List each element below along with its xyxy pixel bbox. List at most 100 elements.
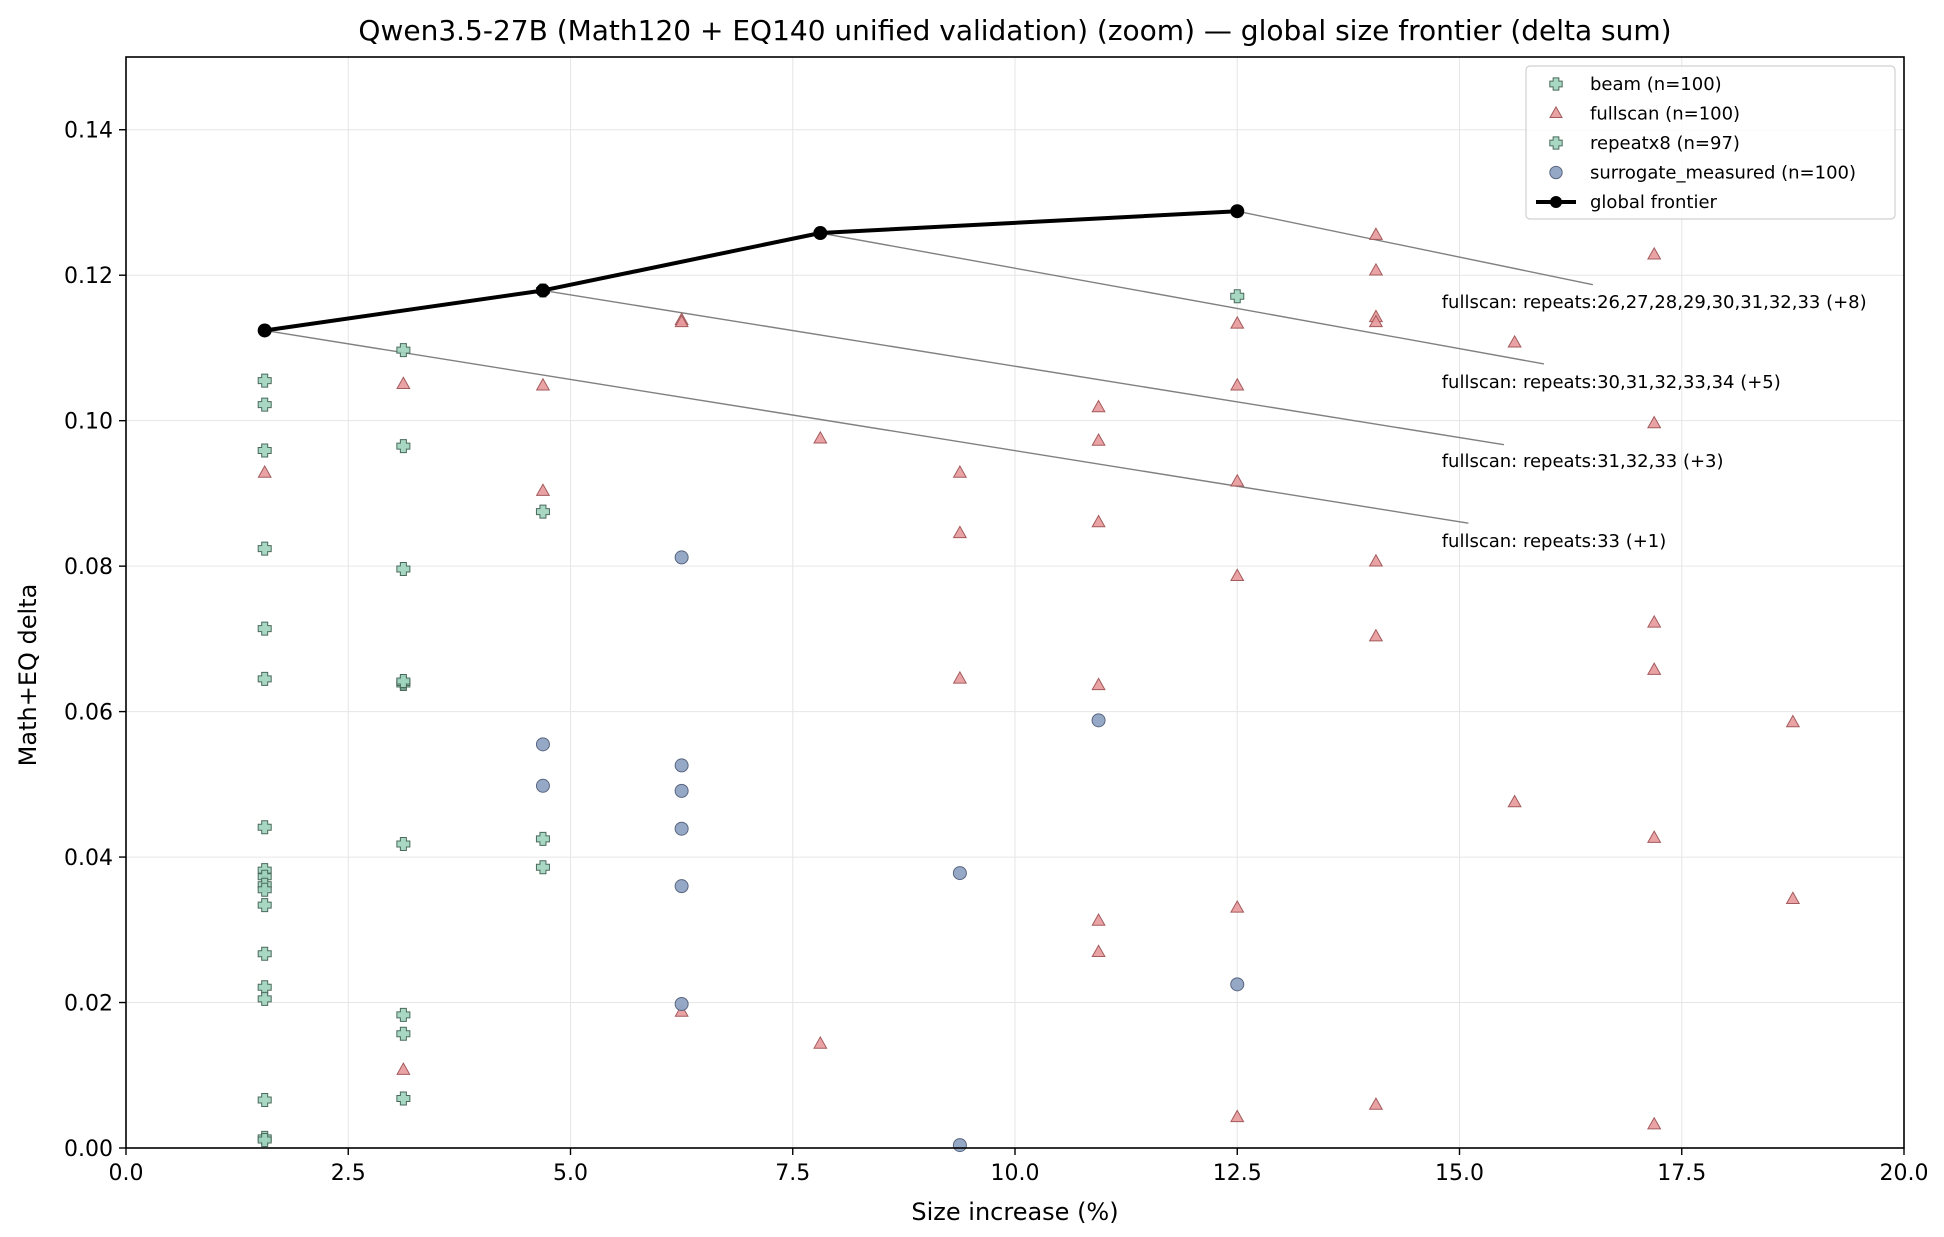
point-s3-7 (674, 996, 689, 1011)
point-s1-41 (1785, 891, 1801, 904)
annotation-line-0 (1237, 210, 1593, 286)
point-s1-40 (1785, 714, 1801, 728)
point-s1-10 (952, 465, 968, 478)
point-s1-32 (1507, 334, 1522, 348)
point-s2-21 (396, 674, 411, 689)
legend-label-1: fullscan (n=100) (1590, 104, 1740, 125)
legend-marker-swatch (1549, 136, 1563, 150)
point-s1-34 (1647, 246, 1662, 260)
point-s2-11 (257, 1093, 272, 1107)
y-tick-label-2: 0.04 (64, 846, 113, 871)
point-s2-24 (535, 831, 550, 846)
point-s1-9 (813, 1035, 828, 1049)
point-s1-3 (535, 377, 551, 391)
legend-entry-1: fullscan (n=100) (1549, 104, 1740, 125)
point-s3-6 (674, 879, 689, 894)
point-s1-20 (1230, 377, 1245, 391)
point-s2-18 (396, 1007, 411, 1022)
annotation-line-3 (264, 329, 1469, 524)
x-tick-label-6: 15.0 (1435, 1161, 1484, 1186)
point-s1-2 (396, 1062, 411, 1075)
point-s2-26 (1230, 289, 1245, 304)
point-s0-3 (257, 671, 272, 686)
legend-label-2: repeatx8 (n=97) (1590, 133, 1740, 154)
annotation-label-2: fullscan: repeats:31,32,33 (+3) (1442, 451, 1724, 472)
frontier-line (257, 204, 1245, 338)
annotation-line-2 (542, 289, 1505, 446)
legend-box (1525, 65, 1896, 220)
point-s2-20 (396, 1091, 411, 1106)
series-3 (535, 550, 1245, 1153)
x-tick-label-1: 2.5 (331, 1161, 366, 1186)
legend-marker-swatch (1549, 77, 1563, 91)
annotation-label-3: fullscan: repeats:33 (+1) (1442, 531, 1667, 552)
point-s3-9 (952, 1138, 967, 1153)
point-s1-35 (1647, 415, 1662, 429)
point-s2-8 (257, 946, 272, 961)
y-tick-label-7: 0.14 (64, 119, 113, 144)
y-tick-label-4: 0.08 (64, 555, 113, 580)
point-s1-31 (1368, 1097, 1384, 1110)
legend-label-0: beam (n=100) (1590, 74, 1722, 95)
x-axis-title: Size increase (%) (911, 1198, 1118, 1226)
data-points (257, 227, 1801, 1153)
annotation-leader-lines (264, 210, 1593, 524)
point-s3-10 (1091, 713, 1106, 728)
point-s1-18 (1091, 944, 1106, 958)
frontier-polyline (264, 209, 1238, 333)
y-tick-label-0: 0.00 (64, 1137, 113, 1162)
point-s1-6 (674, 314, 689, 328)
point-s2-17 (396, 836, 411, 851)
point-s2-19 (396, 1026, 411, 1041)
point-s3-2 (674, 550, 689, 565)
legend-label-3: surrogate_measured (n=100) (1590, 163, 1856, 184)
point-s2-0 (257, 443, 272, 458)
y-tick-label-1: 0.02 (64, 992, 113, 1017)
point-s1-16 (1091, 677, 1106, 691)
point-s1-0 (257, 465, 272, 478)
point-s2-25 (535, 860, 550, 875)
frontier-point-0 (257, 323, 272, 338)
point-s0-0 (257, 373, 272, 388)
y-tick-label-6: 0.12 (64, 264, 113, 289)
axes: 0.0 2.5 5.0 7.5 10.0 12.5 15.0 17.5 20.0 0.00 0.02… (64, 56, 1928, 1186)
point-s2-14 (396, 343, 411, 358)
point-s1-15 (1091, 514, 1106, 528)
point-s0-4 (396, 439, 411, 454)
x-tick-label-0: 0.0 (109, 1161, 144, 1186)
point-s1-21 (1230, 473, 1245, 487)
point-s3-8 (952, 866, 967, 881)
point-s3-0 (535, 737, 550, 752)
point-s1-8 (813, 430, 828, 444)
point-s1-24 (1230, 1109, 1245, 1123)
frontier-point-2 (813, 226, 828, 241)
point-s2-23 (535, 504, 550, 519)
point-s3-4 (674, 783, 689, 798)
point-s1-29 (1368, 553, 1384, 567)
y-tick-label-5: 0.10 (64, 410, 113, 435)
legend-entry-4: global frontier (1536, 192, 1718, 213)
point-s3-1 (535, 778, 550, 793)
legend-marker-swatch (1550, 196, 1562, 208)
point-s1-39 (1647, 1116, 1662, 1130)
point-s2-7 (257, 898, 272, 913)
x-tick-label-7: 17.5 (1657, 1161, 1706, 1186)
legend-marker-swatch (1549, 165, 1563, 180)
point-s0-2 (257, 541, 272, 556)
point-s3-11 (1230, 977, 1245, 992)
y-axis-title: Math+EQ delta (14, 584, 42, 767)
annotation-label-0: fullscan: repeats:26,27,28,29,30,31,32,3… (1442, 292, 1867, 313)
x-tick-label-5: 12.5 (1213, 1161, 1262, 1186)
point-s1-23 (1230, 899, 1245, 913)
x-tick-label-3: 7.5 (775, 1161, 810, 1186)
frontier-point-1 (535, 283, 550, 298)
legend-label-4: global frontier (1590, 192, 1718, 213)
point-s2-10 (257, 991, 272, 1006)
annotation-labels: fullscan: repeats:26,27,28,29,30,31,32,3… (1442, 292, 1867, 552)
point-s2-1 (257, 621, 272, 636)
point-s3-5 (674, 821, 689, 836)
point-s2-2 (257, 820, 272, 835)
point-s1-25 (1368, 227, 1384, 240)
point-s2-6 (257, 882, 272, 897)
